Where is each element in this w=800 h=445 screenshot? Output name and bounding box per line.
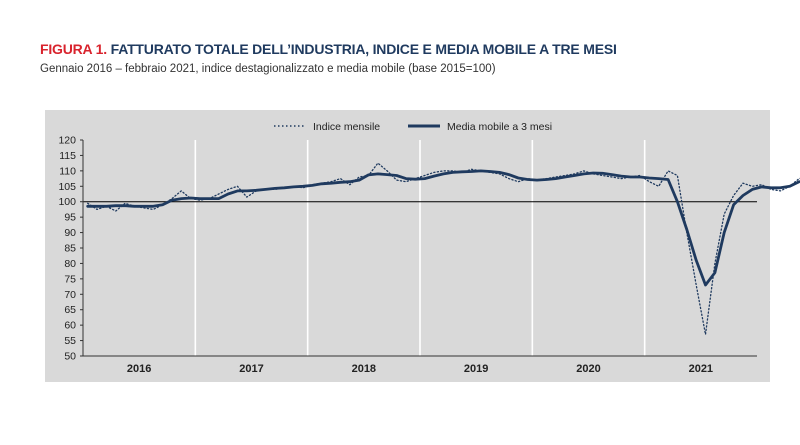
x-tick-label: 2016 bbox=[127, 363, 151, 375]
y-tick-label: 90 bbox=[64, 227, 76, 239]
x-tick-label: 2018 bbox=[352, 363, 376, 375]
y-tick-label: 80 bbox=[64, 258, 76, 270]
legend-label-indice: Indice mensile bbox=[313, 121, 380, 133]
y-tick-label: 70 bbox=[64, 289, 76, 301]
series-media-mobile bbox=[86, 169, 800, 287]
y-tick-label: 95 bbox=[64, 212, 76, 224]
y-tick-label: 105 bbox=[58, 181, 76, 193]
y-tick-label: 65 bbox=[64, 304, 76, 316]
y-tick-label: 50 bbox=[64, 351, 76, 363]
series-layer bbox=[86, 162, 800, 336]
chart-title: FIGURA 1. FATTURATO TOTALE DELL’INDUSTRI… bbox=[40, 41, 617, 57]
legend-label-media: Media mobile a 3 mesi bbox=[447, 121, 552, 133]
y-tick-label: 110 bbox=[59, 165, 76, 177]
y-tick-label: 120 bbox=[58, 135, 76, 147]
chart-subtitle: Gennaio 2016 – febbraio 2021, indice des… bbox=[40, 63, 496, 75]
y-tick-label: 60 bbox=[64, 320, 76, 332]
figure-label: FIGURA 1. bbox=[40, 41, 107, 57]
legend: Indice mensile Media mobile a 3 mesi bbox=[274, 121, 552, 133]
y-tick-label: 115 bbox=[59, 150, 76, 162]
figure-title: FATTURATO TOTALE DELL’INDUSTRIA, INDICE … bbox=[110, 41, 617, 57]
chart-panel bbox=[45, 110, 770, 382]
axis-layer: 2016 2017 2018 2019 2020 2021 50 55 60 65 70 75 80 85… bbox=[58, 135, 757, 375]
x-tick-label: 2019 bbox=[464, 363, 488, 375]
y-tick-label: 85 bbox=[64, 243, 76, 255]
y-tick-label: 55 bbox=[64, 335, 76, 347]
x-tick-label: 2020 bbox=[576, 363, 600, 375]
grid-layer bbox=[83, 140, 757, 356]
y-tick-label: 75 bbox=[64, 273, 76, 285]
y-tick-label: 100 bbox=[58, 196, 76, 208]
x-tick-label: 2021 bbox=[689, 363, 713, 375]
x-tick-label: 2017 bbox=[239, 363, 263, 375]
series-indice-mensile bbox=[87, 162, 800, 336]
